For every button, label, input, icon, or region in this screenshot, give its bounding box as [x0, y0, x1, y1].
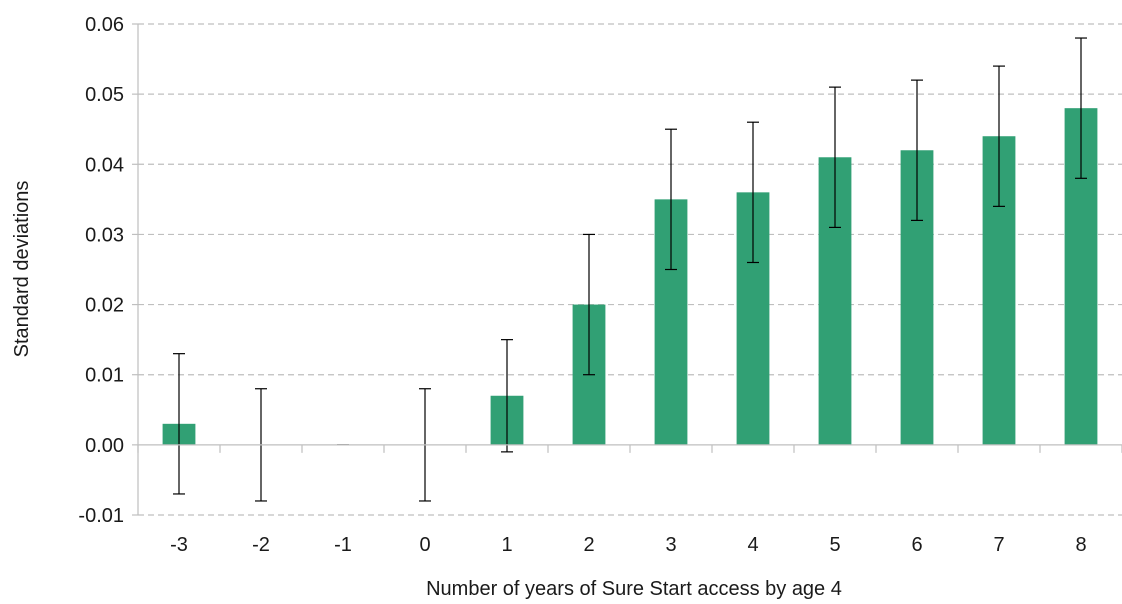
x-tick-label: -1	[334, 534, 352, 556]
x-tick-label: 5	[829, 534, 840, 556]
y-tick-label: 0.05	[85, 84, 124, 106]
y-tick-label: -0.01	[78, 505, 124, 527]
error-bar	[911, 79, 923, 221]
x-tick-labels: -3 -2 -1 0 1 2 3 4 5 6 7 8	[170, 534, 1086, 556]
error-bar	[829, 86, 841, 229]
axes	[132, 23, 1122, 516]
error-bar	[501, 339, 513, 453]
error-bar	[173, 353, 185, 495]
y-tick-label: 0.03	[85, 224, 124, 246]
error-bar	[747, 121, 759, 264]
x-tick-label: 0	[419, 534, 430, 556]
error-bar	[993, 65, 1005, 207]
x-tick-label: 8	[1075, 534, 1086, 556]
y-axis-title: Standard deviations	[11, 181, 33, 358]
error-bar	[1075, 37, 1087, 179]
x-tick-label: 6	[911, 534, 922, 556]
error-bar	[583, 233, 595, 376]
x-tick-label: 4	[747, 534, 758, 556]
x-tick-label: 2	[583, 534, 594, 556]
y-tick-label: 0.02	[85, 295, 124, 317]
bars	[162, 108, 1098, 445]
y-tick-label: 0.01	[85, 365, 124, 387]
y-tick-labels: -0.01 0.00 0.01 0.02 0.03 0.04 0.05 0.06	[78, 14, 124, 527]
y-tick-label: 0.06	[85, 14, 124, 36]
x-tick-label: 1	[501, 534, 512, 556]
x-tick-label: 7	[993, 534, 1004, 556]
x-tick-label: -3	[170, 534, 188, 556]
gridlines	[138, 23, 1122, 516]
x-axis-title: Number of years of Sure Start access by …	[426, 578, 842, 600]
y-tick-label: 0.04	[85, 154, 124, 176]
x-tick-label: -2	[252, 534, 270, 556]
error-bar	[665, 128, 677, 271]
y-tick-label: 0.00	[85, 435, 124, 457]
error-bars	[173, 37, 1087, 502]
x-tick-label: 3	[665, 534, 676, 556]
